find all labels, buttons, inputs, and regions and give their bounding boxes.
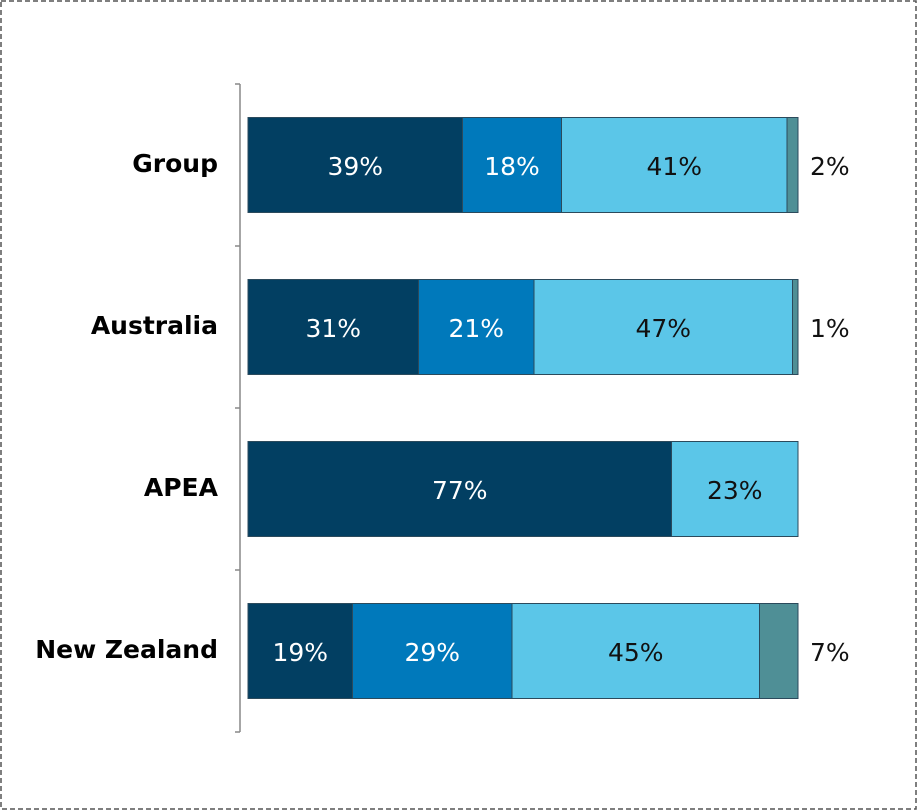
- value-label: 7%: [810, 638, 850, 667]
- value-label: 41%: [646, 152, 702, 181]
- bar-segment: [247, 117, 463, 213]
- category-label: APEA: [144, 473, 219, 502]
- bar-segment: [418, 279, 535, 375]
- bar-segment: [561, 117, 788, 213]
- value-label: 77%: [432, 476, 488, 505]
- value-label: 1%: [810, 314, 850, 343]
- bar-segment: [671, 441, 799, 537]
- value-label: 45%: [608, 638, 664, 667]
- bar-segment: [759, 603, 799, 699]
- bar-segment: [462, 117, 562, 213]
- bar-segment: [352, 603, 513, 699]
- bar-segment: [247, 279, 419, 375]
- value-label: 21%: [448, 314, 504, 343]
- bar-segment: [247, 603, 353, 699]
- value-label: 2%: [810, 152, 850, 181]
- bar-segment: [533, 279, 793, 375]
- value-label: 19%: [272, 638, 328, 667]
- value-label: 18%: [484, 152, 540, 181]
- category-label: Australia: [91, 311, 218, 340]
- bar-segment: [247, 441, 672, 537]
- category-label: Group: [132, 149, 218, 178]
- bar-segment: [792, 279, 799, 375]
- value-label: 23%: [707, 476, 763, 505]
- bar-segment: [511, 603, 760, 699]
- value-label: 39%: [327, 152, 383, 181]
- category-label: New Zealand: [35, 635, 218, 664]
- bar-segment: [786, 117, 799, 213]
- value-label: 31%: [305, 314, 361, 343]
- value-label: 47%: [635, 314, 691, 343]
- value-label: 29%: [404, 638, 460, 667]
